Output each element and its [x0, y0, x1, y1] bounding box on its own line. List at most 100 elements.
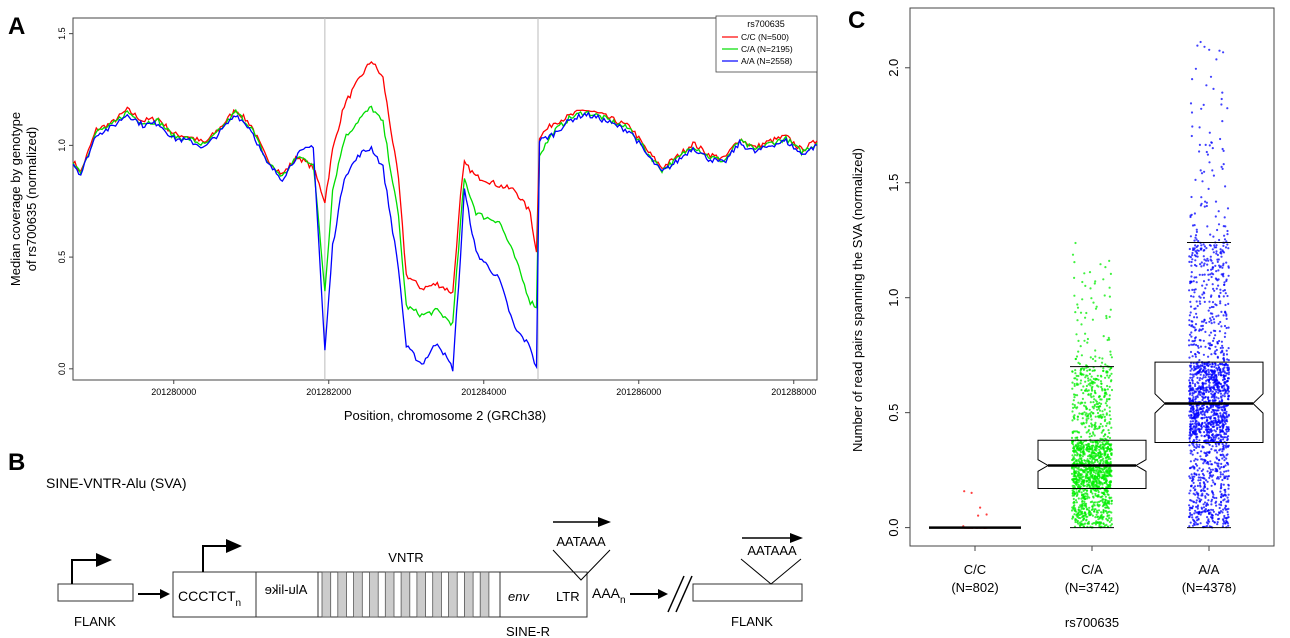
jitter-point [1108, 450, 1111, 453]
jitter-point [1219, 389, 1222, 392]
jitter-point [1076, 319, 1079, 322]
jitter-point [1104, 506, 1107, 509]
jitter-point [1097, 456, 1101, 460]
jitter-point [1200, 247, 1203, 250]
jitter-point [1077, 470, 1080, 474]
jitter-point [1227, 326, 1230, 329]
jitter-point [1204, 345, 1207, 348]
jitter-point [1198, 390, 1201, 393]
jitter-point [1197, 382, 1200, 385]
jitter-point [1080, 482, 1083, 485]
vntr-repeat [384, 571, 395, 618]
jitter-point [1104, 433, 1107, 436]
jitter-point [1190, 414, 1193, 417]
jitter-point [1224, 490, 1227, 493]
jitter-point [1217, 397, 1220, 400]
jitter-point [1214, 215, 1217, 218]
jitter-point [1219, 291, 1222, 294]
jitter-point [1096, 501, 1099, 504]
env-label: env [508, 589, 530, 604]
jitter-point [1205, 462, 1208, 465]
jitter-point [1074, 450, 1077, 453]
jitter-point [1090, 396, 1093, 399]
jitter-point [1191, 477, 1194, 480]
jitter-point [1192, 325, 1195, 328]
jitter-point [1188, 431, 1191, 434]
jitter-point [1225, 446, 1228, 449]
jitter-point [1226, 243, 1229, 246]
jitter-point [1192, 247, 1195, 250]
jitter-point [1189, 300, 1192, 303]
jitter-point [1188, 397, 1191, 401]
jitter-point [1201, 405, 1204, 408]
jitter-point [1194, 259, 1197, 262]
jitter-point [1205, 390, 1208, 394]
jitter-point [1225, 500, 1228, 503]
jitter-point [1193, 489, 1196, 492]
jitter-point [1105, 440, 1108, 444]
jitter-point [1087, 476, 1091, 479]
jitter-point [1212, 435, 1215, 438]
jitter-point [1219, 431, 1222, 434]
jitter-point [1092, 395, 1095, 398]
jitter-point [1090, 418, 1093, 421]
jitter-point [1203, 431, 1206, 434]
panel-a-series-lines [72, 60, 818, 372]
jitter-point [1208, 520, 1211, 523]
jitter-point [1192, 486, 1195, 489]
jitter-point [1203, 205, 1206, 208]
jitter-point [1075, 407, 1078, 410]
jitter-point [1221, 346, 1224, 349]
jitter-point [1194, 433, 1197, 436]
jitter-point [1191, 78, 1194, 81]
jitter-point [1195, 228, 1198, 231]
jitter-point [1193, 365, 1196, 368]
jitter-point [1095, 445, 1098, 448]
jitter-point [1207, 463, 1210, 466]
jitter-point [1227, 524, 1230, 527]
jitter-point [1080, 480, 1083, 484]
jitter-point [1079, 345, 1082, 348]
jitter-point [1077, 481, 1080, 484]
aataaa-label-1: AATAAA [556, 534, 606, 549]
jitter-point [1097, 509, 1101, 512]
jitter-point [1216, 355, 1219, 358]
jitter-point [1195, 429, 1198, 432]
x-tick-label: 201284000 [461, 387, 506, 397]
jitter-point [1225, 508, 1229, 511]
jitter-point [1202, 393, 1205, 396]
jitter-point [1221, 386, 1224, 389]
jitter-point [1083, 459, 1087, 462]
jitter-point [1215, 390, 1218, 393]
jitter-point [1220, 483, 1223, 486]
panel-c: C 0.00.51.01.52.0 C/C(N=802)C/A(N=3742)A… [848, 7, 1275, 630]
jitter-point [1097, 518, 1100, 521]
jitter-point [1088, 425, 1091, 428]
jitter-point [1192, 280, 1195, 283]
jitter-point [1191, 479, 1194, 482]
jitter-point [1091, 431, 1095, 434]
jitter-point [1108, 295, 1111, 298]
jitter-point [1203, 435, 1206, 438]
jitter-point [1200, 324, 1203, 328]
jitter-point [1226, 358, 1229, 361]
vntr-repeat [400, 571, 411, 618]
jitter-point [1215, 304, 1218, 307]
jitter-point [1094, 469, 1097, 472]
jitter-point [1091, 446, 1094, 449]
jitter-point [1223, 514, 1226, 518]
jitter-point [1082, 448, 1085, 451]
jitter-point [1199, 40, 1202, 44]
jitter-point [1088, 432, 1092, 435]
jitter-point [1099, 496, 1102, 499]
jitter-point [1108, 406, 1111, 409]
jitter-point [1222, 163, 1225, 166]
jitter-point [1073, 417, 1076, 420]
jitter-point [1219, 490, 1222, 493]
jitter-point [1199, 169, 1202, 172]
jitter-point [1202, 296, 1205, 299]
flank-right-label: FLANK [731, 614, 773, 629]
jitter-point [1095, 405, 1098, 408]
jitter-point [1225, 372, 1228, 375]
